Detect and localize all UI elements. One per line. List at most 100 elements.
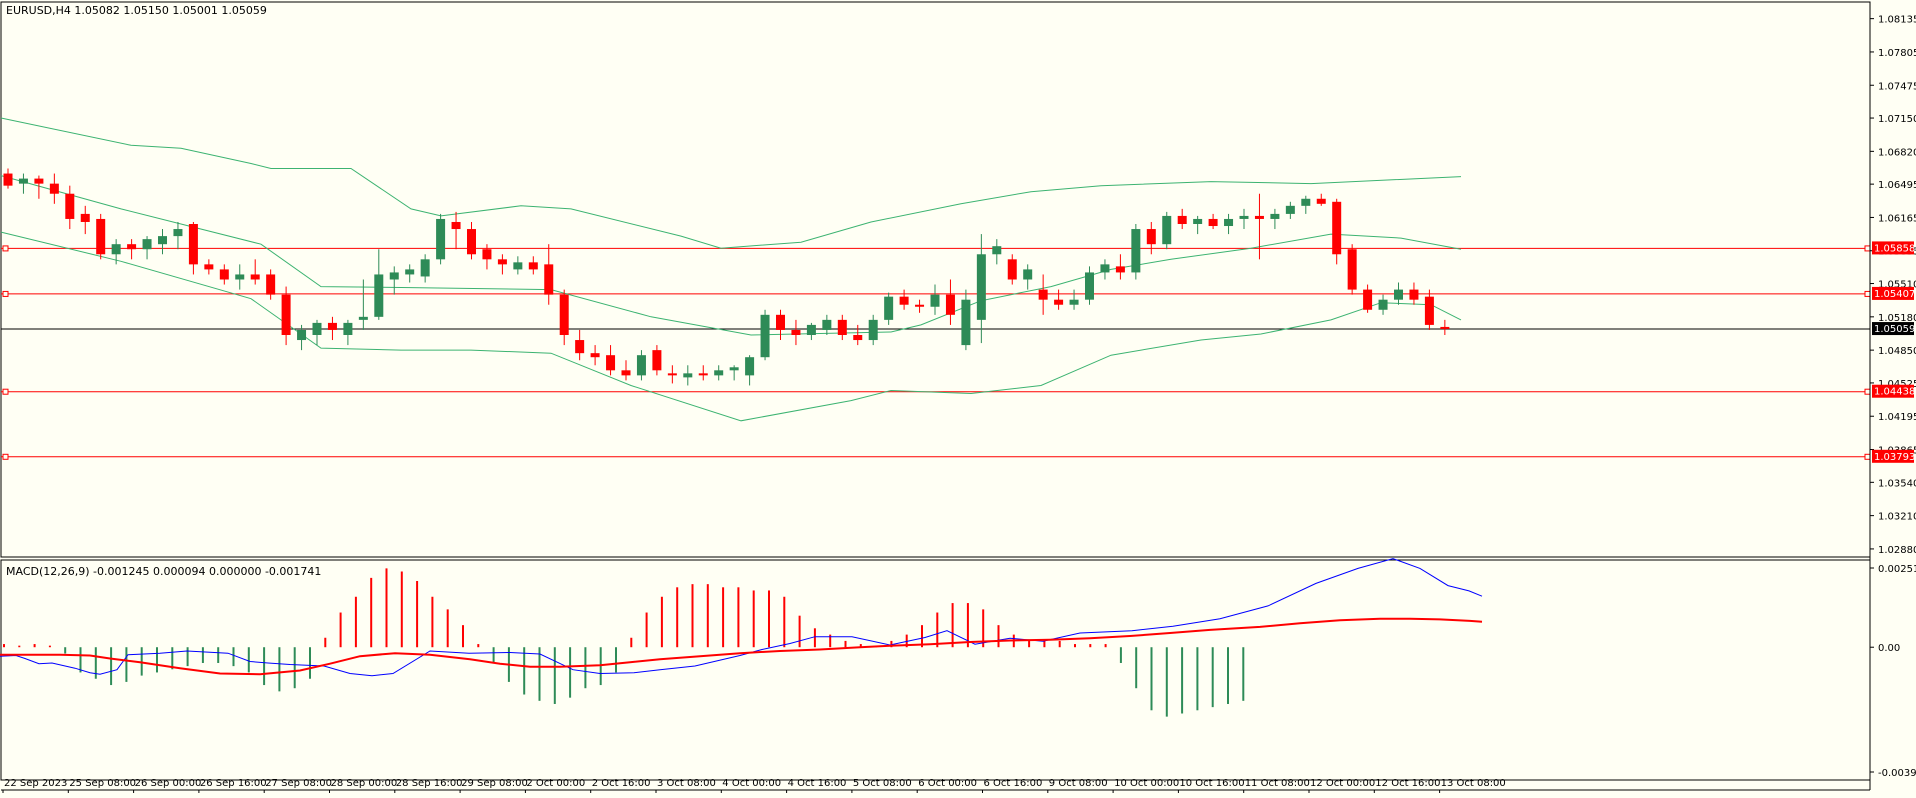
bollinger-lower-band	[0, 231, 1462, 422]
candle	[1007, 254, 1017, 285]
candle-body	[945, 294, 955, 315]
candle	[281, 286, 291, 346]
candle-body	[745, 357, 755, 376]
level-handle-right[interactable]	[1864, 453, 1871, 460]
candle-body	[636, 355, 646, 376]
candle	[683, 365, 693, 386]
candle	[930, 284, 940, 315]
candle	[621, 360, 631, 381]
candle-body	[420, 259, 430, 277]
candle	[806, 322, 816, 341]
candle	[1285, 201, 1295, 219]
candle	[235, 264, 245, 290]
candle-body	[127, 244, 137, 250]
candle	[961, 289, 971, 351]
level-price-tag	[1872, 286, 1914, 300]
candle-body	[1115, 266, 1125, 273]
candle-body	[559, 294, 569, 335]
price-tick-label: 1.05510	[1878, 280, 1916, 291]
candle-body	[930, 294, 940, 307]
candle-body	[497, 259, 507, 265]
candle	[776, 309, 785, 341]
candle	[1424, 289, 1434, 330]
level-handle-left[interactable]	[2, 290, 9, 297]
candle	[1131, 224, 1141, 280]
candle	[945, 279, 955, 325]
candle-body	[173, 229, 183, 237]
candle-body	[976, 254, 986, 320]
time-label: 26 Sep 16:00	[200, 778, 267, 789]
candle	[590, 345, 600, 366]
candle-body	[297, 329, 307, 341]
time-label: 12 Oct 16:00	[1375, 778, 1440, 789]
time-label: 13 Oct 08:00	[1441, 778, 1506, 789]
candle-body	[327, 322, 337, 330]
candle	[1239, 208, 1249, 230]
candle	[127, 239, 137, 260]
candle-body	[1131, 229, 1141, 273]
candle	[1177, 208, 1187, 230]
level-price-label: 1.05858	[1874, 243, 1915, 254]
candle	[760, 309, 770, 361]
level-handle-right[interactable]	[1864, 245, 1871, 252]
price-tick-label: 1.06495	[1878, 180, 1916, 191]
level-handle-left[interactable]	[2, 245, 9, 252]
candle-body	[281, 294, 291, 335]
candle-body	[96, 218, 106, 255]
time-label: 28 Sep 16:00	[396, 778, 463, 789]
candle-body	[142, 239, 152, 250]
candle	[544, 244, 554, 305]
candle-body	[1177, 215, 1187, 224]
candle	[420, 254, 430, 283]
candle	[327, 316, 337, 341]
symbol-header: EURUSD,H4 1.05082 1.05150 1.05001 1.0505…	[6, 4, 267, 17]
candle-body	[188, 224, 198, 265]
level-handle-left[interactable]	[2, 388, 9, 395]
candle	[822, 314, 832, 335]
candle-body	[667, 373, 677, 376]
candle-body	[343, 322, 353, 335]
candle	[65, 185, 75, 230]
candle-body	[358, 316, 368, 320]
price-tick-label: 1.03210	[1878, 512, 1916, 523]
time-label: 3 Oct 08:00	[657, 778, 716, 789]
candle	[1332, 198, 1342, 265]
candle-body	[1038, 289, 1048, 300]
macd-line	[0, 558, 1483, 677]
candle	[188, 221, 198, 275]
candle-body	[513, 262, 523, 270]
candle	[868, 314, 878, 346]
candle-body	[853, 335, 863, 341]
candle	[219, 264, 229, 285]
time-label: 6 Oct 00:00	[918, 778, 977, 789]
candle	[297, 324, 307, 351]
candle	[698, 365, 708, 381]
candle-body	[544, 264, 554, 295]
candle-body	[1332, 201, 1342, 255]
candle	[250, 259, 260, 285]
candle	[1193, 215, 1203, 235]
candle-body	[1239, 215, 1249, 219]
candle-body	[1440, 326, 1450, 329]
candle-body	[204, 264, 214, 270]
candle-body	[1146, 229, 1156, 245]
candle	[1208, 213, 1218, 230]
candle-body	[235, 274, 245, 280]
candle-body	[1270, 213, 1280, 219]
level-handle-left[interactable]	[2, 453, 9, 460]
level-handle-right[interactable]	[1864, 290, 1871, 297]
candle	[606, 345, 616, 376]
price-tick-label: 1.04195	[1878, 412, 1916, 423]
candle-body	[1224, 218, 1234, 227]
candle-body	[621, 370, 631, 376]
level-handle-right[interactable]	[1864, 388, 1871, 395]
candle	[1023, 264, 1033, 290]
candle	[34, 175, 44, 199]
candle-body	[1023, 269, 1033, 280]
time-label: 4 Oct 00:00	[722, 778, 781, 789]
candle	[884, 292, 894, 325]
candle	[158, 229, 167, 255]
candle-body	[884, 296, 894, 320]
bollinger-middle-band	[0, 175, 1462, 336]
